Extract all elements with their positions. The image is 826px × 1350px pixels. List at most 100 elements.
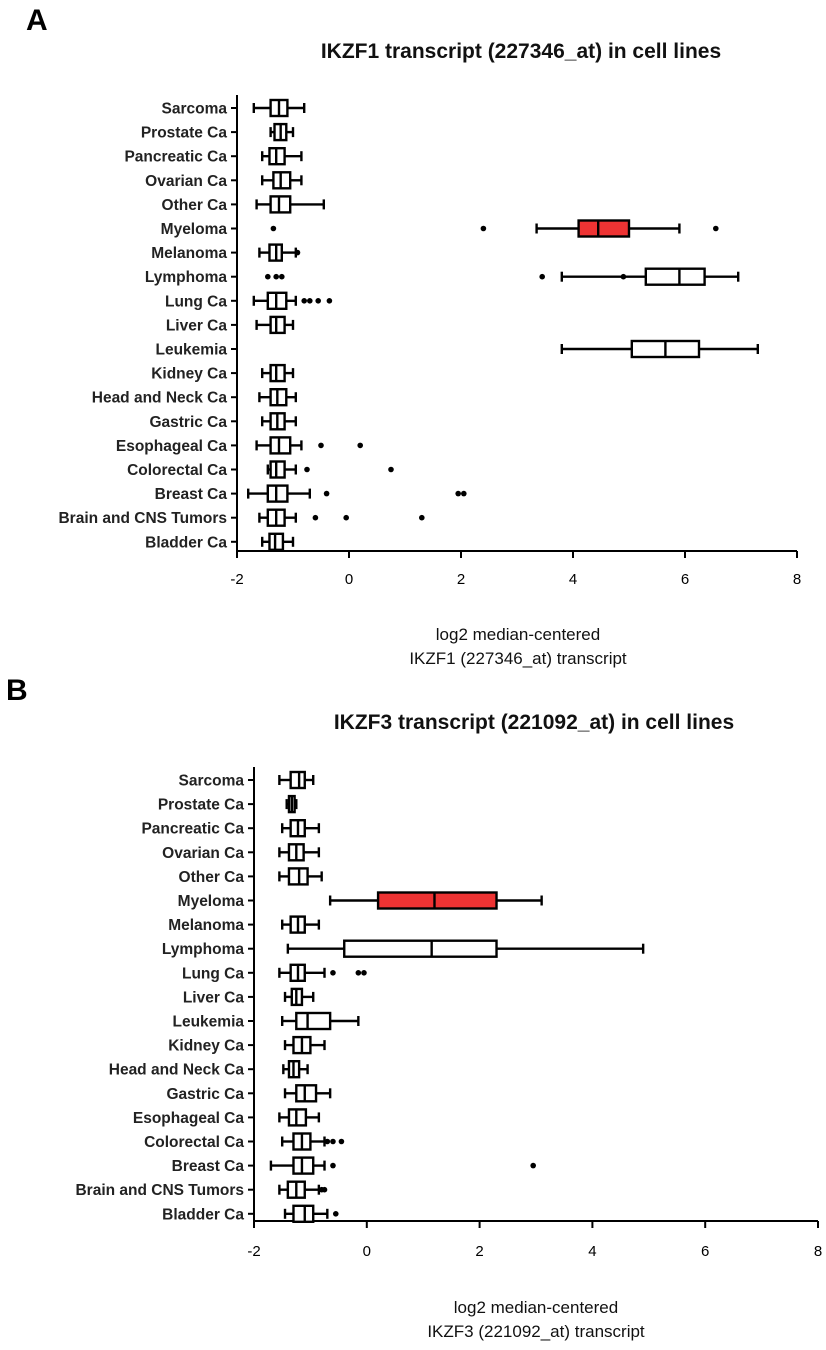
box-leukemia: [560, 339, 759, 359]
outlier-point: [312, 514, 319, 521]
outlier-point: [388, 466, 394, 473]
box-other-ca: [255, 195, 325, 214]
outlier-point: [343, 514, 350, 521]
box-esophageal-ca: [255, 436, 364, 455]
outlier-point: [332, 1211, 339, 1217]
outlier-point: [480, 225, 487, 232]
chart-title: IKZF3 transcript (221092_at) in cell lin…: [334, 711, 734, 734]
category-label: Pancreatic Ca: [124, 149, 227, 166]
x-tick-label: -2: [230, 571, 243, 588]
box-head-and-neck-ca: [258, 388, 297, 407]
category-label: Prostate Ca: [141, 125, 228, 142]
outlier-point: [620, 273, 627, 280]
outlier-point: [294, 249, 301, 256]
category-label: Liver Ca: [166, 317, 228, 334]
box-prostate-ca: [285, 794, 298, 814]
outlier-point: [318, 442, 324, 449]
box-gastric-ca: [261, 412, 297, 431]
outlier-point: [330, 1162, 336, 1169]
x-tick-label: -2: [247, 1243, 260, 1260]
outlier-point: [273, 273, 280, 280]
box-melanoma: [281, 915, 321, 934]
box-iqr: [269, 436, 292, 455]
box-esophageal-ca: [278, 1108, 321, 1127]
box-leukemia: [281, 1011, 360, 1031]
category-label: Sarcoma: [162, 101, 228, 118]
category-label: Bladder Ca: [145, 534, 227, 551]
plot-area: -2 0 2 4 6 8 Sarcoma Prostate Ca Pancreatic Ca Ov…: [75, 767, 822, 1260]
category-label: Prostate Ca: [158, 797, 245, 814]
outlier-point: [357, 442, 364, 449]
outlier-point: [279, 273, 285, 280]
box-lymphoma: [286, 939, 645, 958]
outlier-point: [338, 1138, 345, 1145]
panel-letter-a: A: [26, 4, 48, 37]
outlier-point: [301, 298, 308, 304]
box-myeloma: [270, 219, 719, 238]
box-breast-ca: [269, 1156, 536, 1175]
category-label: Leukemia: [172, 1014, 244, 1031]
x-tick-label: 4: [588, 1243, 596, 1260]
box-pancreatic-ca: [261, 146, 303, 166]
box-brain-and-cns-tumors: [258, 508, 425, 527]
box-iqr: [577, 219, 631, 238]
x-axis-title-line2: IKZF3 (221092_at) transcript: [427, 1322, 645, 1341]
x-tick-label: 0: [345, 571, 353, 588]
category-label: Brain and CNS Tumors: [58, 510, 227, 527]
box-head-and-neck-ca: [282, 1059, 309, 1079]
chart-title: IKZF1 transcript (227346_at) in cell lin…: [321, 40, 721, 63]
x-tick-label: 0: [363, 1243, 371, 1260]
box-myeloma: [328, 891, 543, 910]
box-melanoma: [258, 243, 301, 262]
outlier-point: [304, 466, 310, 473]
box-sarcoma: [278, 770, 315, 790]
outlier-point: [713, 225, 719, 232]
x-axis-title-line1: log2 median-centered: [436, 625, 600, 644]
x-tick-label: 4: [569, 571, 577, 588]
outlier-point: [461, 490, 467, 497]
outlier-point: [323, 490, 330, 497]
outlier-point: [307, 298, 313, 304]
box-iqr: [266, 484, 289, 503]
x-tick-label: 6: [701, 1243, 709, 1260]
category-label: Breast Ca: [172, 1158, 245, 1175]
outlier-point: [270, 225, 277, 232]
box-iqr: [343, 939, 498, 958]
outlier-point: [321, 1186, 328, 1193]
box-colorectal-ca: [281, 1132, 345, 1151]
category-label: Pancreatic Ca: [141, 821, 244, 838]
box-breast-ca: [246, 484, 467, 503]
category-label: Esophageal Ca: [116, 438, 227, 455]
box-ovarian-ca: [261, 171, 303, 190]
outlier-point: [330, 1138, 336, 1145]
box-iqr: [295, 1011, 332, 1031]
outlier-point: [324, 1138, 331, 1145]
box-iqr: [269, 460, 286, 479]
plot-area: -2 0 2 4 6 8 Sarcoma Prostate Ca Pancreatic Ca Ov…: [58, 95, 801, 588]
category-label: Breast Ca: [155, 486, 228, 503]
outlier-point: [419, 514, 425, 521]
box-iqr: [295, 1084, 318, 1103]
x-axis-title-line2: IKZF1 (227346_at) transcript: [409, 649, 627, 668]
category-label: Melanoma: [151, 245, 227, 262]
category-label: Bladder Ca: [162, 1206, 244, 1223]
category-label: Liver Ca: [183, 989, 245, 1006]
box-lymphoma: [265, 267, 740, 286]
box-kidney-ca: [283, 1035, 326, 1055]
category-label: Myeloma: [161, 221, 228, 238]
category-label: Leukemia: [155, 342, 227, 359]
category-label: Melanoma: [168, 917, 244, 934]
box-bladder-ca: [283, 1204, 339, 1224]
outlier-point: [330, 970, 336, 976]
box-iqr: [292, 1204, 315, 1224]
box-lung-ca: [252, 291, 333, 310]
x-tick-label: 8: [814, 1243, 822, 1260]
outlier-point: [265, 273, 271, 280]
x-axis-title-line1: log2 median-centered: [454, 1298, 618, 1317]
box-iqr: [269, 315, 286, 335]
chart-panel-b: IKZF3 transcript (221092_at) in cell lin…: [75, 711, 822, 1341]
panel-letter-b: B: [6, 674, 28, 707]
box-iqr: [644, 267, 706, 286]
box-other-ca: [278, 867, 323, 886]
